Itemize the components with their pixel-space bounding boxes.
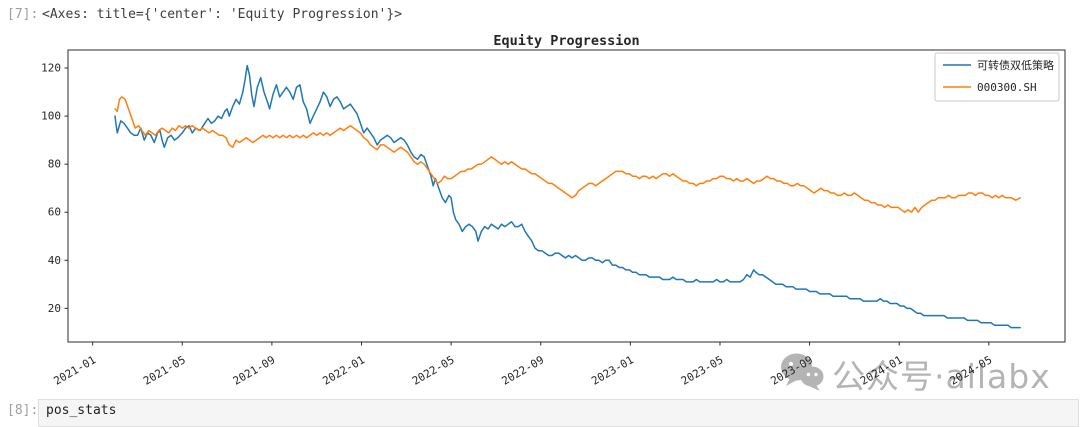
y-tick-label: 60 bbox=[48, 206, 61, 219]
chart-title: Equity Progression bbox=[493, 33, 639, 49]
legend-label: 可转债双低策略 bbox=[977, 58, 1054, 72]
y-tick-label: 100 bbox=[41, 110, 61, 123]
y-tick-label: 120 bbox=[41, 62, 61, 75]
code-text: pos_stats bbox=[46, 403, 117, 418]
x-tick-label: 2021-01 bbox=[51, 353, 98, 387]
x-tick-label: 2021-05 bbox=[141, 353, 188, 387]
equity-progression-figure: 公众号·ailabx Equity Progression 20 40 60 80 100… bbox=[0, 26, 1080, 398]
x-tick-label: 2021-09 bbox=[231, 353, 278, 387]
axes-repr-text: <Axes: title={'center': 'Equity Progress… bbox=[42, 7, 403, 22]
x-tick-label: 2023-05 bbox=[679, 353, 726, 387]
x-tick-label: 2024-01 bbox=[858, 353, 905, 387]
code-editor[interactable]: pos_stats bbox=[38, 399, 1079, 427]
y-tick-label: 20 bbox=[48, 302, 61, 315]
x-tick-label: 2023-01 bbox=[589, 353, 636, 387]
x-tick-label: 2022-09 bbox=[500, 353, 547, 387]
benchmark-line bbox=[114, 96, 1021, 213]
watermark-text: 公众号·ailabx bbox=[832, 357, 1051, 396]
x-tick-label: 2022-05 bbox=[410, 353, 457, 387]
watermark: 公众号·ailabx bbox=[779, 350, 1051, 398]
output-prompt: [7]: bbox=[7, 7, 39, 22]
input-prompt: [8]: bbox=[7, 403, 39, 418]
y-tick-label: 40 bbox=[48, 254, 61, 267]
y-tick-label: 80 bbox=[48, 158, 61, 171]
strategy-line bbox=[114, 64, 1021, 329]
wechat-icon bbox=[779, 351, 825, 397]
x-tick-label: 2022-01 bbox=[320, 353, 367, 387]
x-tick-label: 2024-05 bbox=[948, 353, 995, 387]
plot-frame bbox=[67, 49, 1066, 343]
x-tick-label: 2023-09 bbox=[768, 353, 815, 387]
legend-label: 000300.SH bbox=[977, 81, 1037, 94]
equity-progression-chart: Equity Progression 20 40 60 80 100 120 2021-01 2… bbox=[41, 33, 1066, 388]
